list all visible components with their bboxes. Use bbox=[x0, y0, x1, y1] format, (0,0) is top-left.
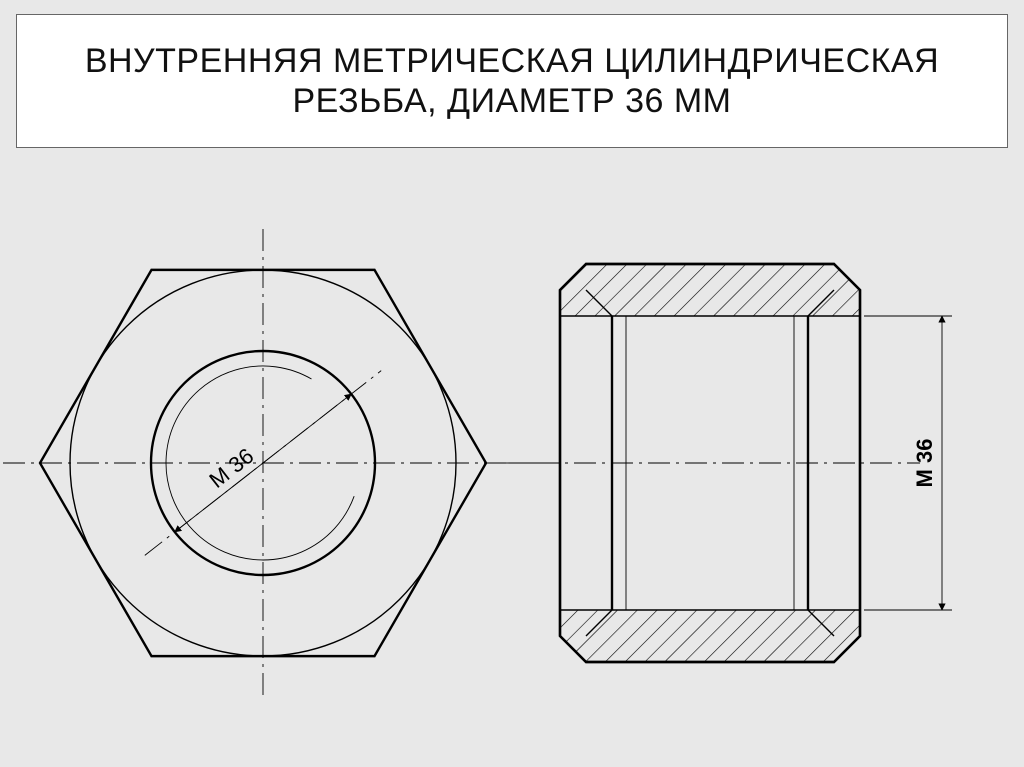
diagram-page: ВНУТРЕННЯЯ МЕТРИЧЕСКАЯ ЦИЛИНДРИЧЕСКАЯ РЕ… bbox=[0, 0, 1024, 767]
drawing-canvas: M 36 M 36 bbox=[0, 158, 1024, 767]
drawing-svg: M 36 M 36 bbox=[0, 158, 1024, 767]
title-panel: ВНУТРЕННЯЯ МЕТРИЧЕСКАЯ ЦИЛИНДРИЧЕСКАЯ РЕ… bbox=[16, 14, 1008, 148]
page-title: ВНУТРЕННЯЯ МЕТРИЧЕСКАЯ ЦИЛИНДРИЧЕСКАЯ РЕ… bbox=[41, 41, 983, 121]
thread-label-top: M 36 bbox=[204, 443, 258, 493]
thread-label-section: M 36 bbox=[912, 439, 937, 488]
